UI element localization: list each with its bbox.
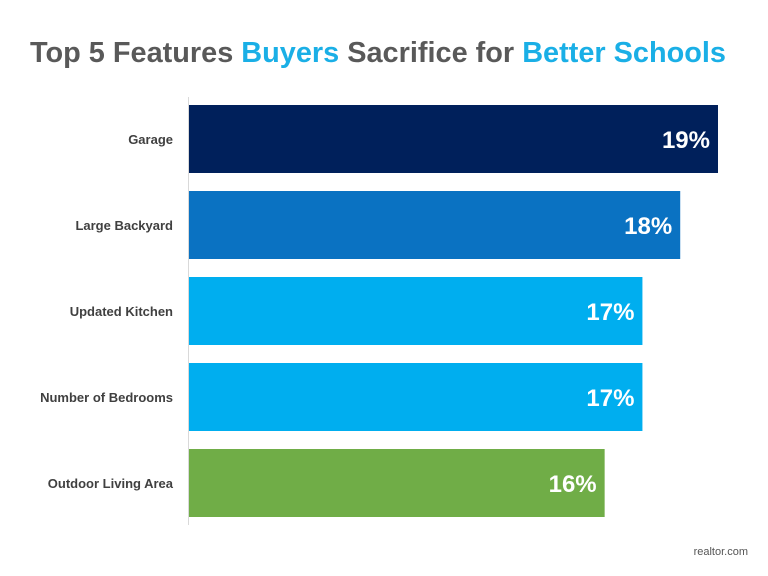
source-label: realtor.com — [694, 546, 748, 558]
category-label: Garage — [128, 132, 173, 147]
bar-updated-kitchen — [189, 277, 643, 345]
title-part-2: Buyers — [241, 37, 339, 69]
title-part-3: Sacrifice for — [339, 37, 522, 69]
chart-title: Top 5 Features Buyers Sacrifice for Bett… — [30, 37, 726, 69]
bar-outdoor-living-area — [189, 449, 605, 517]
data-label: 16% — [549, 471, 597, 498]
data-label: 17% — [586, 299, 634, 326]
bars-group: Garage 19% Large Backyard 18% Updated Kitche… — [40, 105, 718, 517]
category-label: Updated Kitchen — [70, 304, 173, 319]
data-label: 18% — [624, 213, 672, 240]
title-part-1: Top 5 Features — [30, 37, 241, 69]
data-label: 19% — [662, 127, 710, 154]
data-label: 17% — [586, 385, 634, 412]
title-part-4: Better Schools — [522, 37, 726, 69]
category-label: Number of Bedrooms — [40, 390, 173, 405]
bar-number-of-bedrooms — [189, 363, 643, 431]
category-label: Outdoor Living Area — [48, 476, 174, 491]
bar-large-backyard — [189, 191, 681, 259]
bar-garage — [189, 105, 718, 173]
category-label: Large Backyard — [75, 218, 173, 233]
